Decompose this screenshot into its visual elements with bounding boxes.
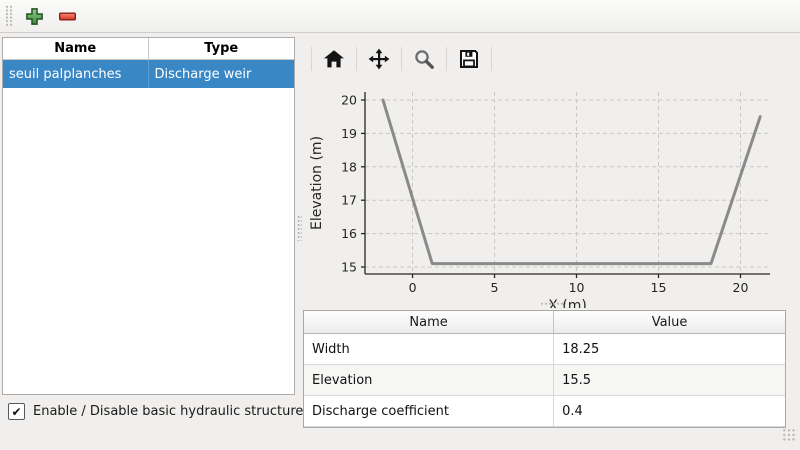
check-icon: ✔	[11, 404, 22, 419]
enable-structure-checkbox[interactable]: ✔	[8, 403, 25, 420]
svg-text:5: 5	[491, 280, 499, 295]
property-name-cell: Elevation	[304, 365, 555, 395]
resize-grip[interactable]	[782, 428, 797, 443]
home-view-button[interactable]	[320, 45, 348, 73]
magnifier-icon	[415, 50, 434, 69]
property-value-cell[interactable]: 0.4	[562, 403, 583, 419]
toolbar-separator	[356, 47, 357, 71]
structures-table-body: seuil palplanches Discharge weir	[3, 60, 294, 88]
svg-text:16: 16	[341, 226, 357, 241]
save-icon	[460, 50, 478, 68]
structures-table-header: Name Type	[3, 38, 294, 60]
toolbar-separator	[446, 47, 447, 71]
structure-type-cell[interactable]: Discharge weir	[154, 66, 252, 82]
toolbar-separator	[401, 47, 402, 71]
add-structure-button[interactable]	[21, 3, 47, 29]
property-value-cell[interactable]: 18.25	[562, 341, 600, 357]
chart-canvas: 0 5 10 15 20 15 16 17 18 19 20 Elevation (m) X (m)	[309, 92, 770, 308]
minus-icon	[58, 12, 76, 20]
svg-text:20: 20	[733, 280, 749, 295]
svg-text:Elevation (m): Elevation (m)	[309, 136, 325, 230]
home-icon	[324, 50, 344, 68]
cross-section-chart: 0 5 10 15 20 15 16 17 18 19 20 Elevation (m) X (m)	[305, 78, 797, 308]
enable-structure-label: Enable / Disable basic hydraulic structu…	[33, 404, 304, 419]
zoom-button[interactable]	[410, 45, 438, 73]
column-header-value[interactable]: Value	[651, 314, 688, 330]
chart-table-splitter[interactable]	[455, 300, 650, 307]
svg-text:18: 18	[341, 159, 357, 174]
toolbar-separator	[491, 47, 492, 71]
pan-icon	[368, 48, 390, 70]
pan-button[interactable]	[365, 45, 393, 73]
column-header-name[interactable]: Name	[3, 38, 149, 59]
property-row: Elevation 15.5	[304, 365, 785, 396]
properties-table-body: Width 18.25 Elevation 15.5 Discharge coeffic…	[304, 334, 785, 427]
svg-text:X (m): X (m)	[548, 298, 587, 308]
structures-table: Name Type seuil palplanches Discharge wei…	[2, 37, 295, 395]
properties-table-header: Name Value	[304, 311, 785, 334]
structure-row[interactable]: seuil palplanches Discharge weir	[3, 60, 294, 88]
toolbar-drag-handle[interactable]	[5, 5, 13, 27]
structure-name-cell[interactable]: seuil palplanches	[3, 60, 149, 88]
column-header-name[interactable]: Name	[304, 311, 555, 333]
splitter-handle-dots	[540, 302, 566, 306]
property-name-cell: Discharge coefficient	[304, 396, 555, 426]
toolbar-separator	[311, 47, 312, 71]
svg-text:19: 19	[341, 126, 357, 141]
svg-text:15: 15	[341, 259, 357, 274]
property-name-cell: Width	[304, 334, 555, 364]
plot-navigation-toolbar	[303, 44, 500, 74]
column-header-type[interactable]: Type	[204, 41, 239, 56]
property-value-cell[interactable]: 15.5	[562, 372, 592, 388]
svg-text:17: 17	[341, 193, 357, 208]
enable-structure-row: ✔ Enable / Disable basic hydraulic struc…	[8, 403, 303, 420]
splitter-handle-dots	[297, 215, 302, 241]
svg-text:10: 10	[569, 280, 585, 295]
property-row: Width 18.25	[304, 334, 785, 365]
properties-table: Name Value Width 18.25 Elevation 15.5 Discha…	[303, 310, 786, 428]
property-row: Discharge coefficient 0.4	[304, 396, 785, 427]
plus-icon	[25, 7, 43, 25]
remove-structure-button[interactable]	[54, 3, 80, 29]
svg-text:20: 20	[341, 93, 357, 108]
main-toolbar	[0, 0, 800, 33]
svg-text:0: 0	[409, 280, 417, 295]
save-figure-button[interactable]	[455, 45, 483, 73]
svg-text:15: 15	[651, 280, 667, 295]
panel-splitter[interactable]	[296, 37, 303, 395]
